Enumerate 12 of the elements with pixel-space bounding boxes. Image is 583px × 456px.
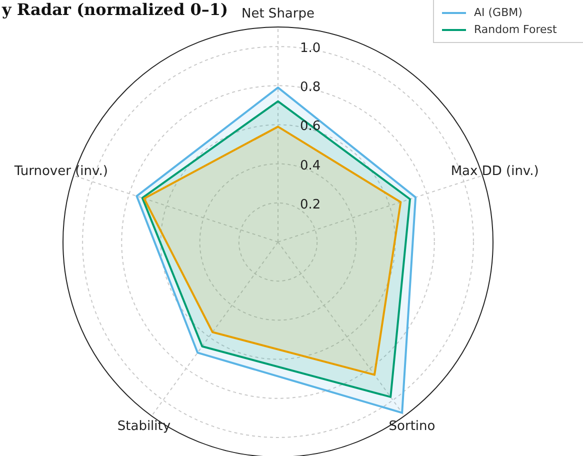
- spoke-label: Stability: [117, 418, 171, 434]
- spoke-label: Max DD (inv.): [450, 164, 539, 180]
- spoke-label: Sortino: [388, 418, 436, 434]
- y-tick-label: 1.0: [300, 41, 321, 56]
- y-tick-label: 0.2: [300, 197, 321, 212]
- spoke-label: Turnover (inv.): [13, 164, 108, 180]
- chart-title: y Radar (normalized 0–1): [2, 0, 228, 19]
- y-tick-label: 0.8: [300, 80, 321, 96]
- legend-label: Random Forest: [474, 23, 557, 36]
- spoke-label: Net Sharpe: [241, 6, 315, 22]
- legend-label: AI (GBM): [474, 6, 522, 19]
- y-tick-label: 0.4: [300, 158, 321, 174]
